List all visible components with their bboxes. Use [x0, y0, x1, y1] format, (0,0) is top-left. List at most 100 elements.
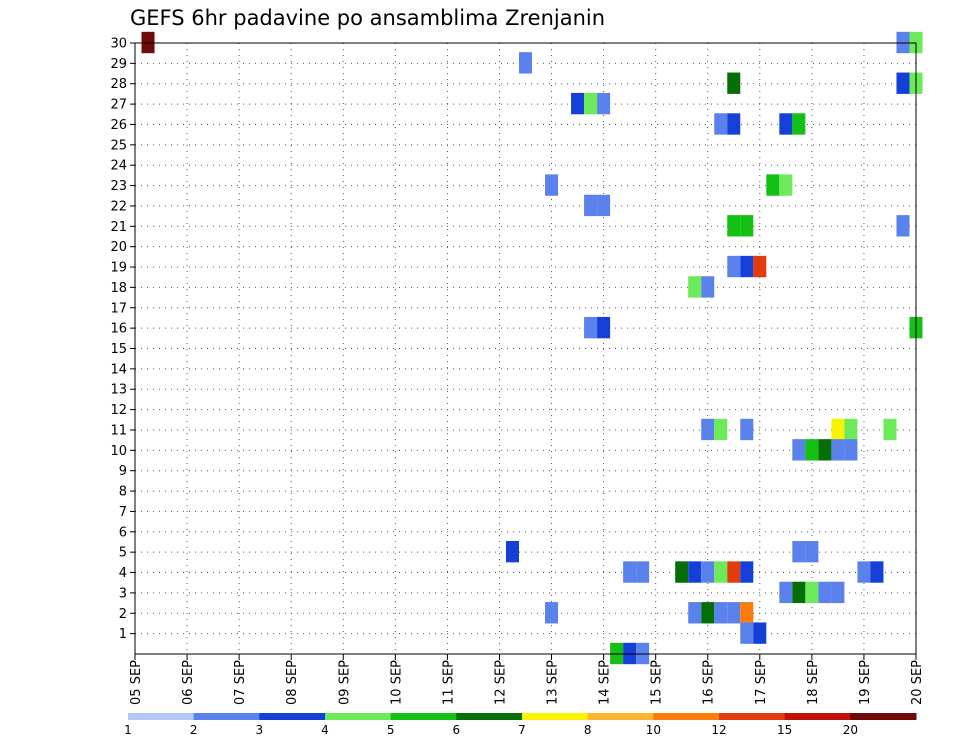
precip-cell [792, 581, 806, 604]
colorbar-swatch [456, 713, 523, 720]
y-tick-label: 21 [110, 220, 127, 235]
precip-cell [818, 581, 832, 604]
y-tick-label: 13 [110, 383, 127, 398]
y-tick-label: 12 [110, 403, 127, 418]
y-tick-label: 19 [110, 261, 127, 276]
y-tick-label: 9 [119, 464, 127, 479]
y-tick-label: 25 [110, 138, 127, 153]
x-tick-label: 20 SEP [910, 660, 925, 705]
y-tick-label: 30 [110, 37, 127, 52]
y-tick-label: 4 [119, 566, 127, 581]
x-tick-label: 12 SEP [493, 660, 508, 705]
precip-cell [727, 72, 741, 94]
precip-cell [831, 439, 845, 461]
x-tick-label: 14 SEP [598, 660, 613, 705]
y-tick-label: 27 [110, 98, 127, 113]
precip-cell [597, 194, 611, 217]
y-tick-label: 7 [119, 505, 127, 520]
y-tick-label: 6 [119, 525, 127, 540]
precip-cell [727, 255, 741, 278]
precip-cell [701, 276, 715, 298]
colorbar-label: 7 [518, 723, 526, 737]
y-tick-label: 28 [110, 77, 127, 92]
y-tick-label: 23 [110, 179, 127, 194]
colorbar-swatch [128, 713, 195, 720]
precip-cell [623, 561, 637, 583]
precip-cell [584, 316, 598, 339]
colorbar-label: 2 [190, 723, 198, 737]
colorbar-label: 1 [124, 723, 132, 737]
precip-cell [701, 418, 715, 441]
x-tick-label: 09 SEP [337, 660, 352, 705]
precip-cell [675, 561, 689, 583]
precip-cell [740, 561, 754, 583]
precip-cell [844, 439, 858, 461]
precip-cell [584, 92, 598, 115]
x-tick-label: 19 SEP [858, 660, 873, 705]
precip-cell [831, 418, 845, 441]
precip-cell [701, 561, 715, 583]
y-tick-label: 20 [110, 240, 127, 255]
x-tick-label: 18 SEP [806, 660, 821, 705]
precip-cell [740, 215, 754, 237]
precip-cell [792, 540, 806, 563]
y-tick-label: 22 [110, 199, 127, 214]
y-tick-label: 5 [119, 546, 127, 561]
colorbar-swatch [784, 713, 851, 720]
colorbar-label: 3 [256, 723, 264, 737]
y-tick-label: 10 [110, 444, 127, 459]
precip-cell [818, 439, 832, 461]
y-tick-label: 8 [119, 485, 127, 500]
x-tick-label: 17 SEP [754, 660, 769, 705]
colorbar-label: 20 [843, 723, 858, 737]
precip-cell [714, 113, 728, 135]
precip-cell [844, 418, 858, 441]
x-tick-label: 13 SEP [546, 660, 561, 705]
colorbar-swatch [719, 713, 786, 720]
colorbar-label: 10 [646, 723, 661, 737]
precip-cell [740, 418, 754, 441]
precip-cell [883, 418, 897, 441]
precip-cell [727, 113, 741, 135]
colorbar-label: 15 [777, 723, 792, 737]
precip-cell [688, 602, 702, 624]
precip-cell [518, 52, 533, 74]
precip-cell [740, 622, 754, 644]
precip-cell [870, 561, 884, 583]
y-tick-label: 3 [119, 586, 127, 601]
colorbar: 1 2 3 4 5 6 7 8 10 12 15 20 [124, 713, 917, 737]
y-tick-label: 1 [119, 627, 127, 642]
y-tick-label: 2 [119, 607, 127, 622]
colorbar-label: 12 [711, 723, 726, 737]
colorbar-swatch [850, 713, 917, 720]
y-tick-label: 11 [110, 423, 127, 438]
precip-cell [571, 92, 585, 115]
colorbar-swatch [390, 713, 457, 720]
precip-cell [805, 439, 819, 461]
precip-cell [805, 581, 819, 604]
precip-cell [727, 602, 741, 624]
y-tick-label: 14 [110, 362, 127, 377]
precip-cell [545, 174, 559, 196]
x-tick-layer: 05 SEP 06 SEP 07 SEP 08 SEP 09 SEP 10 SEP 11 S… [129, 654, 925, 705]
y-tick-label: 17 [110, 301, 127, 316]
precip-cell [779, 113, 793, 135]
precip-cell [597, 92, 611, 115]
y-tick-label: 15 [110, 342, 127, 357]
precip-cell [701, 602, 715, 624]
colorbar-swatch [522, 713, 589, 720]
precip-cell [505, 540, 519, 563]
precip-cell [727, 561, 741, 583]
precip-cell [688, 276, 702, 298]
precip-cell [831, 581, 845, 604]
y-tick-label: 16 [110, 322, 127, 337]
x-tick-label: 10 SEP [389, 660, 404, 705]
y-tick-layer: 1234567891011121314151617181920212223242… [110, 37, 135, 642]
x-tick-label: 07 SEP [233, 660, 248, 705]
precip-cell [766, 174, 780, 196]
precip-cell [688, 561, 702, 583]
precip-cell [805, 540, 819, 563]
x-tick-label: 16 SEP [702, 660, 717, 705]
y-tick-label: 29 [110, 57, 127, 72]
